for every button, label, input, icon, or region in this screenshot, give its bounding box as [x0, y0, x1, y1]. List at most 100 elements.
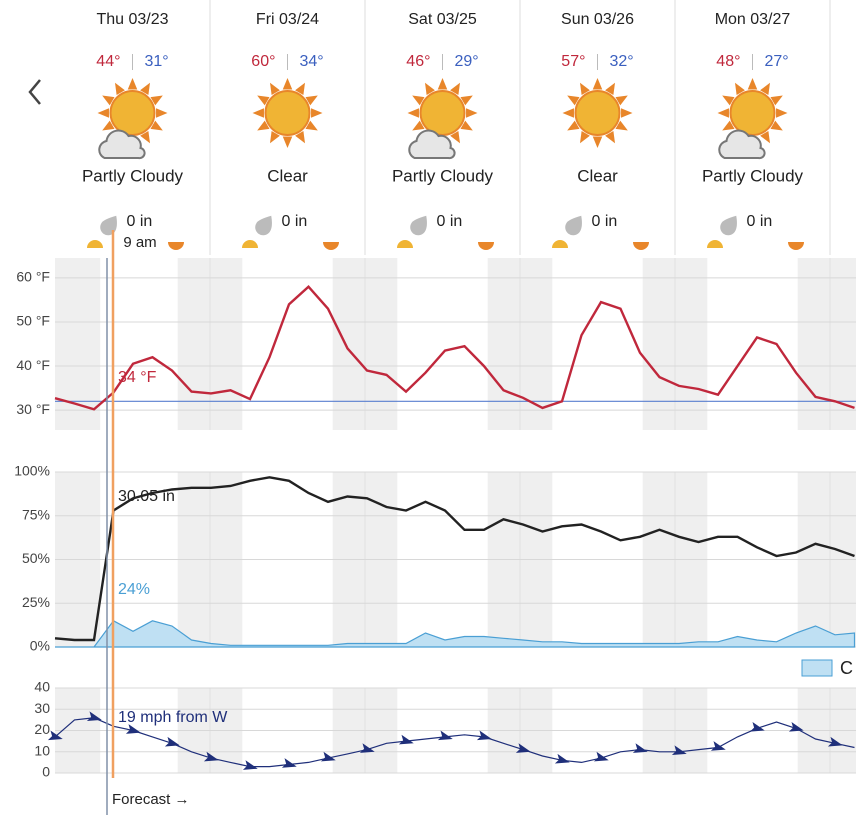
weather-icon: [407, 78, 478, 160]
sun-ray: [140, 82, 150, 96]
wind-arrow: [47, 730, 63, 741]
sun-ray: [127, 78, 138, 90]
sun-ray: [305, 95, 318, 106]
sun-ray: [722, 95, 735, 106]
wind-arrow: [125, 724, 141, 734]
wind-arrow: [164, 736, 180, 747]
condition: Clear: [577, 166, 618, 185]
sun: [109, 90, 156, 136]
series-line: [54, 476, 855, 642]
y-tick-label: 60 °F: [16, 269, 50, 285]
forecast-label: Forecast →: [112, 791, 190, 808]
sun-ray: [425, 82, 435, 96]
weather-icon: [562, 78, 633, 148]
series-line: [54, 284, 855, 411]
sun-ray: [252, 108, 264, 118]
prev-arrow[interactable]: [28, 79, 41, 105]
sun-ray: [722, 120, 735, 131]
sun-ray: [580, 130, 590, 144]
y-tick-label: 20: [34, 721, 50, 737]
sun-ray: [270, 130, 280, 144]
high-temp: 48°: [716, 53, 740, 70]
legend-swatch: [801, 659, 833, 677]
precip-area: [55, 620, 856, 648]
y-tick-label: 100%: [14, 463, 50, 479]
sun-ray: [760, 82, 770, 96]
y-tick-label: 25%: [22, 594, 50, 610]
sun-ray: [605, 130, 615, 144]
sun-ray: [450, 130, 460, 144]
wind-arrow: [359, 743, 375, 753]
day-date: Mon 03/27: [715, 11, 791, 28]
sun-ray: [140, 130, 150, 144]
y-tick-label: 50 °F: [16, 313, 50, 329]
low-temp: 31°: [145, 53, 169, 70]
wind-arrow: [203, 751, 219, 762]
sun-ray: [102, 95, 115, 106]
legend-label: C: [840, 658, 853, 678]
sun-ray: [735, 82, 745, 96]
rain-drop: [410, 215, 427, 236]
weather-icon: [97, 78, 168, 160]
sun-ray: [295, 82, 305, 96]
condition: Clear: [267, 166, 308, 185]
cursor-label: 9 am: [123, 234, 156, 251]
sun-ray: [776, 108, 788, 118]
sun-ray: [747, 78, 758, 90]
precip-readout: 24%: [118, 581, 150, 598]
low-temp: 34°: [300, 53, 324, 70]
sun-ray: [305, 120, 318, 131]
y-tick-label: 40: [34, 679, 50, 695]
y-tick-label: 40 °F: [16, 357, 50, 373]
wind-arrow: [86, 711, 102, 722]
wind-readout: 19 mph from W: [118, 709, 228, 726]
wind-arrow: [281, 758, 297, 768]
sun-ray: [412, 95, 425, 106]
y-tick-label: 0: [42, 764, 50, 780]
high-temp: 57°: [561, 53, 585, 70]
rain-drop: [565, 215, 582, 236]
sun-ray: [592, 78, 603, 90]
day-date: Thu 03/23: [96, 11, 168, 28]
sun: [574, 90, 621, 136]
wind-arrow: [515, 743, 531, 753]
wind-arrow: [671, 745, 687, 756]
wind-arrow: [437, 730, 453, 741]
wind-arrow: [632, 743, 648, 753]
wind-arrow: [476, 730, 492, 741]
cloud: [98, 129, 146, 160]
sun-ray: [615, 120, 628, 131]
sun-ray: [282, 136, 293, 148]
sun-ray: [460, 120, 473, 131]
precip-amount: 0 in: [437, 213, 463, 230]
day-date: Sun 03/26: [561, 11, 634, 28]
day-date: Sat 03/25: [408, 11, 477, 28]
sun-ray: [102, 120, 115, 131]
sunset-icon: [788, 242, 804, 250]
sun-ray: [621, 108, 633, 118]
sun-ray: [450, 82, 460, 96]
rain-drop: [255, 215, 272, 236]
sun: [729, 90, 776, 136]
sun-ray: [770, 95, 783, 106]
condition: Partly Cloudy: [702, 166, 804, 185]
sunrise-icon: [397, 240, 413, 248]
sun-ray: [150, 120, 163, 131]
series-line: [54, 717, 855, 768]
sunrise-icon: [87, 240, 103, 248]
sunrise-icon: [552, 240, 568, 248]
precip-amount: 0 in: [747, 213, 773, 230]
sun-ray: [466, 108, 478, 118]
sun-ray: [592, 136, 603, 148]
rain-drop: [720, 215, 737, 236]
sun-ray: [615, 95, 628, 106]
precip-amount: 0 in: [127, 213, 153, 230]
wind-arrow: [593, 751, 609, 762]
sun-ray: [282, 78, 293, 90]
sun-ray: [257, 120, 270, 131]
sun-ray: [760, 130, 770, 144]
y-tick-label: 10: [34, 742, 50, 758]
wind-arrow: [398, 734, 414, 745]
high-temp: 44°: [96, 53, 120, 70]
